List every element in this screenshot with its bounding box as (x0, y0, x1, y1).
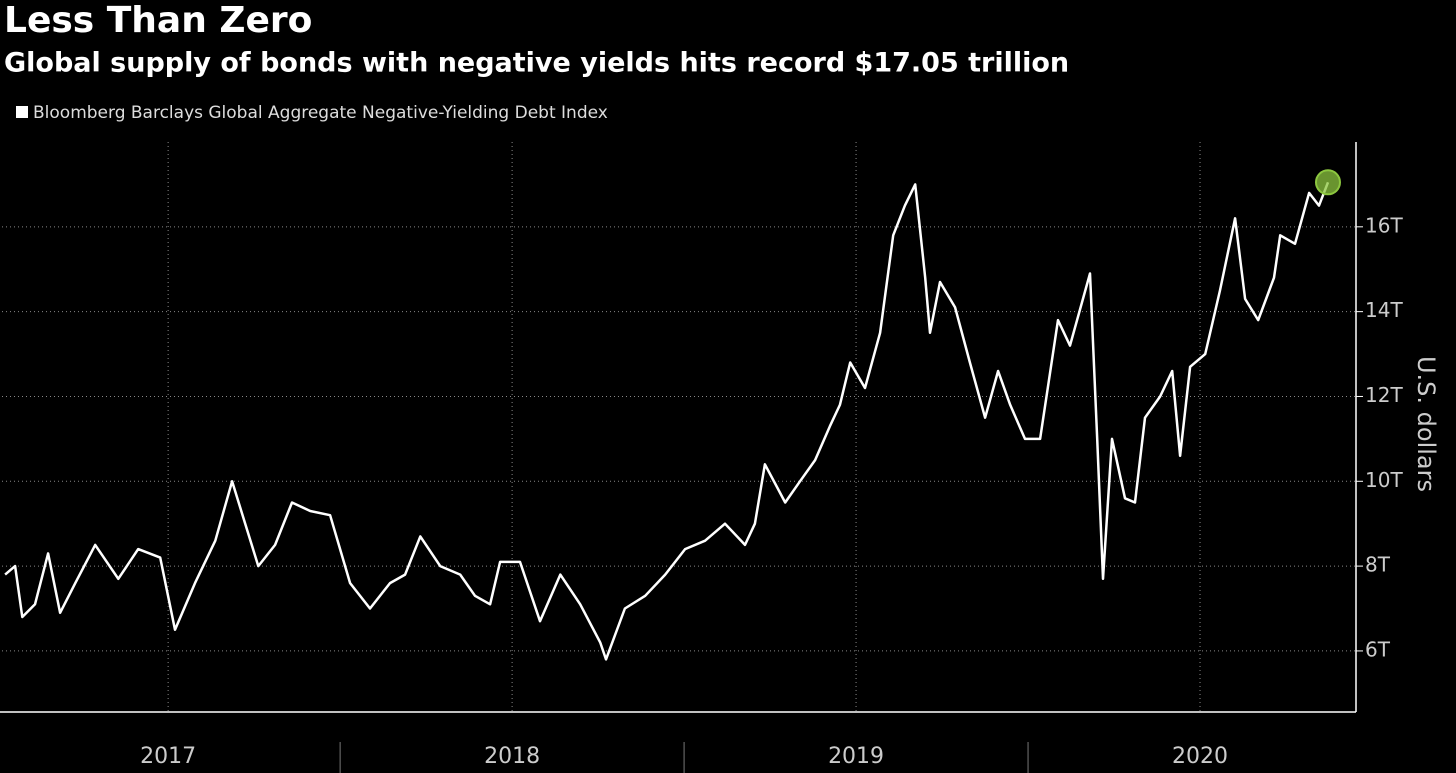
y-axis-label: U.S. dollars (1412, 356, 1440, 492)
legend-label: Bloomberg Barclays Global Aggregate Nega… (33, 103, 608, 123)
highlight-point (1314, 169, 1341, 196)
x-tick-label: 2019 (828, 744, 884, 769)
y-tick-label: 6T (1365, 637, 1391, 661)
y-tick-label: 10T (1365, 468, 1403, 492)
chart-title: Less Than Zero (4, 0, 312, 41)
y-tick-label: 8T (1365, 553, 1391, 577)
legend-swatch (16, 106, 28, 118)
chart-subtitle: Global supply of bonds with negative yie… (4, 48, 1069, 79)
x-tick-label: 2017 (140, 744, 196, 769)
y-tick-label: 16T (1365, 213, 1403, 237)
y-tick-label: 12T (1365, 383, 1403, 407)
x-tick-label: 2020 (1172, 744, 1228, 769)
x-tick-label: 2018 (484, 744, 540, 769)
data-line (4, 181, 1330, 661)
y-tick-label: 14T (1365, 298, 1403, 322)
